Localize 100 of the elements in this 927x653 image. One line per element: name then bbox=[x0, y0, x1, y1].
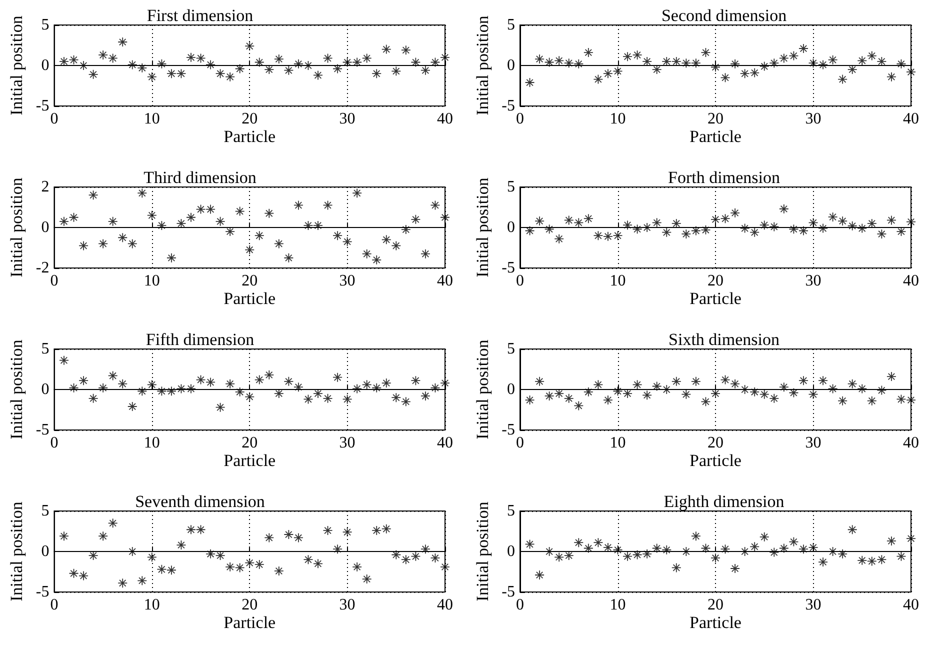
y-tick-label: -5 bbox=[502, 422, 515, 438]
y-tick-label: 2 bbox=[41, 178, 50, 196]
x-tick-label: 10 bbox=[610, 110, 626, 128]
x-tick-label: 40 bbox=[437, 596, 453, 614]
point bbox=[623, 552, 632, 561]
y-tick-label: 0 bbox=[507, 57, 515, 74]
point bbox=[798, 544, 808, 554]
x-tick-label: 30 bbox=[339, 434, 356, 452]
point bbox=[886, 372, 896, 382]
point bbox=[118, 379, 128, 388]
point bbox=[362, 249, 372, 258]
y-axis-title: Initial position bbox=[472, 339, 492, 440]
point bbox=[420, 544, 430, 554]
x-axis-title: Particle bbox=[224, 127, 276, 146]
point bbox=[652, 65, 662, 74]
point bbox=[166, 69, 176, 78]
x-axis-title: Particle bbox=[690, 613, 742, 632]
point bbox=[226, 227, 235, 236]
point bbox=[554, 389, 564, 398]
point bbox=[226, 562, 235, 572]
point bbox=[401, 397, 410, 406]
x-tick-label: 10 bbox=[610, 272, 626, 290]
y-tick-label: -5 bbox=[36, 422, 50, 438]
y-tick-label: 0 bbox=[507, 381, 515, 398]
point bbox=[235, 387, 244, 396]
point bbox=[352, 188, 362, 198]
point bbox=[352, 562, 362, 572]
x-axis-title: Particle bbox=[690, 127, 742, 146]
x-tick-label: 10 bbox=[144, 596, 160, 614]
point bbox=[314, 389, 322, 398]
point bbox=[118, 233, 128, 242]
y-tick-label: -2 bbox=[36, 260, 50, 276]
chart-title: Seventh dimension bbox=[135, 492, 266, 511]
point bbox=[372, 69, 382, 78]
point bbox=[554, 552, 564, 562]
point bbox=[166, 386, 176, 396]
point bbox=[818, 376, 828, 386]
point bbox=[574, 401, 584, 410]
point bbox=[760, 390, 769, 399]
point bbox=[147, 552, 156, 562]
point bbox=[166, 253, 176, 262]
x-tick-label: 10 bbox=[610, 434, 626, 452]
point bbox=[284, 253, 294, 262]
x-tick-label: 20 bbox=[242, 272, 258, 290]
point bbox=[362, 574, 372, 584]
point bbox=[535, 54, 544, 64]
point bbox=[166, 566, 176, 575]
point bbox=[623, 389, 632, 398]
x-tick-label: 20 bbox=[708, 434, 724, 452]
point bbox=[108, 518, 118, 528]
point bbox=[274, 54, 284, 64]
point bbox=[535, 216, 544, 226]
x-tick-label: 30 bbox=[805, 272, 822, 290]
point bbox=[342, 58, 352, 67]
x-tick-label: 30 bbox=[339, 110, 356, 128]
point bbox=[382, 378, 391, 388]
point bbox=[818, 558, 828, 567]
chart-title: Eighth dimension bbox=[664, 492, 785, 511]
point bbox=[186, 212, 196, 222]
point bbox=[420, 391, 430, 400]
y-tick-label: 5 bbox=[41, 16, 50, 34]
point bbox=[554, 56, 564, 66]
x-tick-label: 40 bbox=[437, 272, 453, 290]
point bbox=[118, 38, 128, 47]
y-tick-label: -5 bbox=[502, 98, 515, 114]
chart-title: Forth dimension bbox=[668, 168, 780, 187]
point bbox=[682, 390, 691, 399]
y-tick-label: 0 bbox=[507, 543, 515, 560]
x-tick-label: 40 bbox=[903, 434, 919, 452]
point bbox=[264, 65, 274, 74]
point bbox=[740, 69, 750, 78]
y-axis-title: Initial position bbox=[7, 15, 26, 116]
y-tick-label: 5 bbox=[507, 502, 515, 520]
point bbox=[79, 376, 88, 386]
point bbox=[623, 52, 632, 62]
point bbox=[88, 70, 98, 79]
point bbox=[779, 204, 788, 214]
point bbox=[760, 220, 769, 230]
point bbox=[886, 72, 896, 82]
point bbox=[632, 224, 642, 234]
point bbox=[352, 384, 362, 394]
x-tick-label: 30 bbox=[339, 272, 356, 290]
point bbox=[128, 547, 137, 556]
y-axis-title: Initial position bbox=[472, 177, 492, 278]
point bbox=[59, 216, 68, 226]
x-tick-label: 10 bbox=[144, 110, 160, 128]
point bbox=[662, 56, 672, 66]
y-axis-title: Initial position bbox=[472, 501, 492, 602]
point bbox=[382, 235, 391, 244]
point bbox=[662, 545, 672, 554]
chart-title: Fifth dimension bbox=[146, 330, 255, 349]
point bbox=[672, 218, 681, 228]
x-tick-label: 30 bbox=[805, 110, 822, 128]
point bbox=[770, 548, 779, 557]
point bbox=[157, 59, 166, 68]
point bbox=[147, 210, 156, 220]
point bbox=[186, 525, 196, 534]
y-tick-label: 5 bbox=[507, 340, 515, 358]
point bbox=[226, 379, 235, 388]
y-tick-label: 5 bbox=[507, 178, 515, 196]
